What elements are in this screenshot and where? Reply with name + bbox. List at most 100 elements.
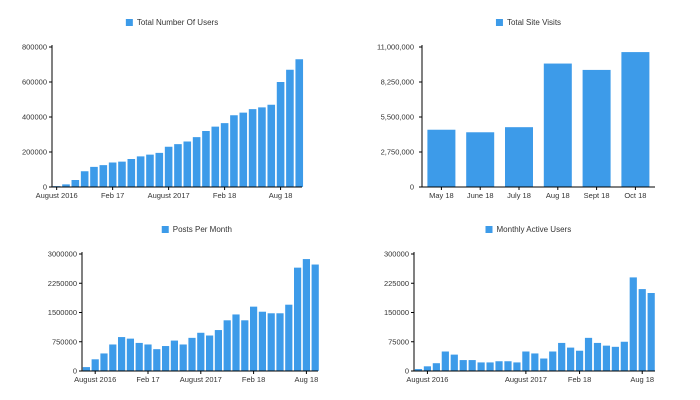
- bar: [621, 52, 650, 188]
- bar: [202, 131, 210, 187]
- y-tick-label: 75000: [388, 337, 409, 346]
- x-tick-label: Aug 18: [630, 375, 654, 384]
- legend-label: Monthly Active Users: [497, 225, 572, 234]
- y-tick-label: 800000: [22, 43, 47, 52]
- bar: [239, 112, 248, 188]
- bar: [423, 366, 432, 371]
- legend-swatch: [125, 19, 133, 26]
- bar: [174, 144, 182, 188]
- x-tick-label: June 18: [467, 191, 494, 200]
- bar: [197, 332, 205, 371]
- x-tick-label: Feb 18: [242, 375, 265, 384]
- bar: [647, 293, 655, 371]
- bar: [211, 126, 220, 188]
- y-tick-label: 0: [410, 183, 414, 192]
- chart-1: Total Number Of Users 0 200000 400000 600000…: [22, 18, 304, 200]
- bar: [495, 361, 503, 371]
- bar: [294, 267, 302, 371]
- x-tick-label: August 2016: [36, 191, 78, 200]
- x-tick-label: Sept 18: [584, 191, 610, 200]
- y-tick-label: 0: [73, 367, 77, 376]
- y-tick-label: 750000: [52, 337, 77, 346]
- x-tick-label: Feb 18: [213, 191, 236, 200]
- bar: [71, 180, 80, 187]
- bar: [100, 353, 108, 371]
- chart-2: Total Site Visits 0 2,750,000 5,500,000 8,25…: [377, 18, 655, 200]
- bar: [513, 362, 521, 371]
- bar: [82, 367, 90, 371]
- bar: [136, 156, 145, 188]
- bar: [118, 337, 126, 371]
- bar: [192, 137, 201, 188]
- bar: [549, 351, 557, 371]
- bar: [295, 59, 304, 187]
- bar: [285, 304, 293, 371]
- legend-swatch: [495, 19, 503, 26]
- bar: [505, 127, 533, 187]
- bar: [575, 350, 584, 371]
- bar: [91, 359, 99, 371]
- bar: [558, 342, 566, 371]
- y-tick-label: 0: [43, 183, 47, 192]
- bar: [432, 363, 440, 371]
- bar: [602, 345, 611, 371]
- bar: [584, 337, 593, 371]
- bar: [146, 154, 154, 188]
- y-tick-label: 0: [405, 367, 409, 376]
- bar: [135, 342, 143, 371]
- bar: [567, 347, 575, 371]
- bar: [109, 344, 117, 371]
- y-tick-label: 200000: [22, 148, 47, 157]
- bar: [153, 349, 161, 371]
- bar: [127, 159, 136, 187]
- bar: [188, 337, 196, 371]
- bar: [99, 165, 108, 188]
- y-tick-label: 2,750,000: [381, 148, 414, 157]
- bar: [427, 129, 456, 187]
- y-tick-label: 3000000: [48, 250, 77, 259]
- x-tick-label: Feb 18: [568, 375, 591, 384]
- bar: [258, 107, 266, 188]
- bar: [267, 104, 276, 187]
- y-tick-label: 225000: [384, 279, 409, 288]
- bar: [155, 152, 164, 188]
- bar: [220, 123, 229, 188]
- bar: [302, 259, 310, 371]
- x-tick-label: Feb 17: [136, 375, 159, 384]
- bar: [629, 277, 637, 371]
- bar: [276, 313, 284, 371]
- bar: [80, 171, 89, 187]
- bar: [108, 162, 117, 187]
- x-tick-label: Aug 18: [295, 375, 319, 384]
- bar: [276, 82, 285, 187]
- bar: [486, 362, 494, 371]
- bar: [450, 354, 458, 371]
- y-tick-label: 1500000: [48, 308, 77, 317]
- bar: [582, 69, 611, 187]
- bar: [311, 264, 319, 371]
- x-tick-label: August 2017: [180, 375, 222, 384]
- y-tick-label: 150000: [384, 308, 409, 317]
- bar: [241, 320, 249, 371]
- x-tick-label: Aug 18: [269, 191, 293, 200]
- bar: [441, 351, 449, 371]
- bar: [267, 313, 275, 371]
- x-tick-label: May 18: [429, 191, 454, 200]
- bar: [62, 184, 70, 188]
- x-tick-label: August 2016: [406, 375, 448, 384]
- legend-label: Total Number Of Users: [137, 18, 218, 27]
- bar: [593, 342, 602, 371]
- bar: [206, 335, 214, 371]
- x-tick-label: July 18: [507, 191, 531, 200]
- chart-3: Posts Per Month 0 750000 1500000 2250000 3000…: [48, 225, 319, 384]
- x-tick-label: Aug 18: [546, 191, 570, 200]
- x-tick-label: August 2017: [505, 375, 547, 384]
- bar: [214, 330, 222, 371]
- x-tick-label: August 2016: [74, 375, 116, 384]
- bar: [468, 360, 476, 371]
- bar: [258, 311, 266, 371]
- bar: [466, 132, 495, 187]
- bar: [504, 361, 512, 371]
